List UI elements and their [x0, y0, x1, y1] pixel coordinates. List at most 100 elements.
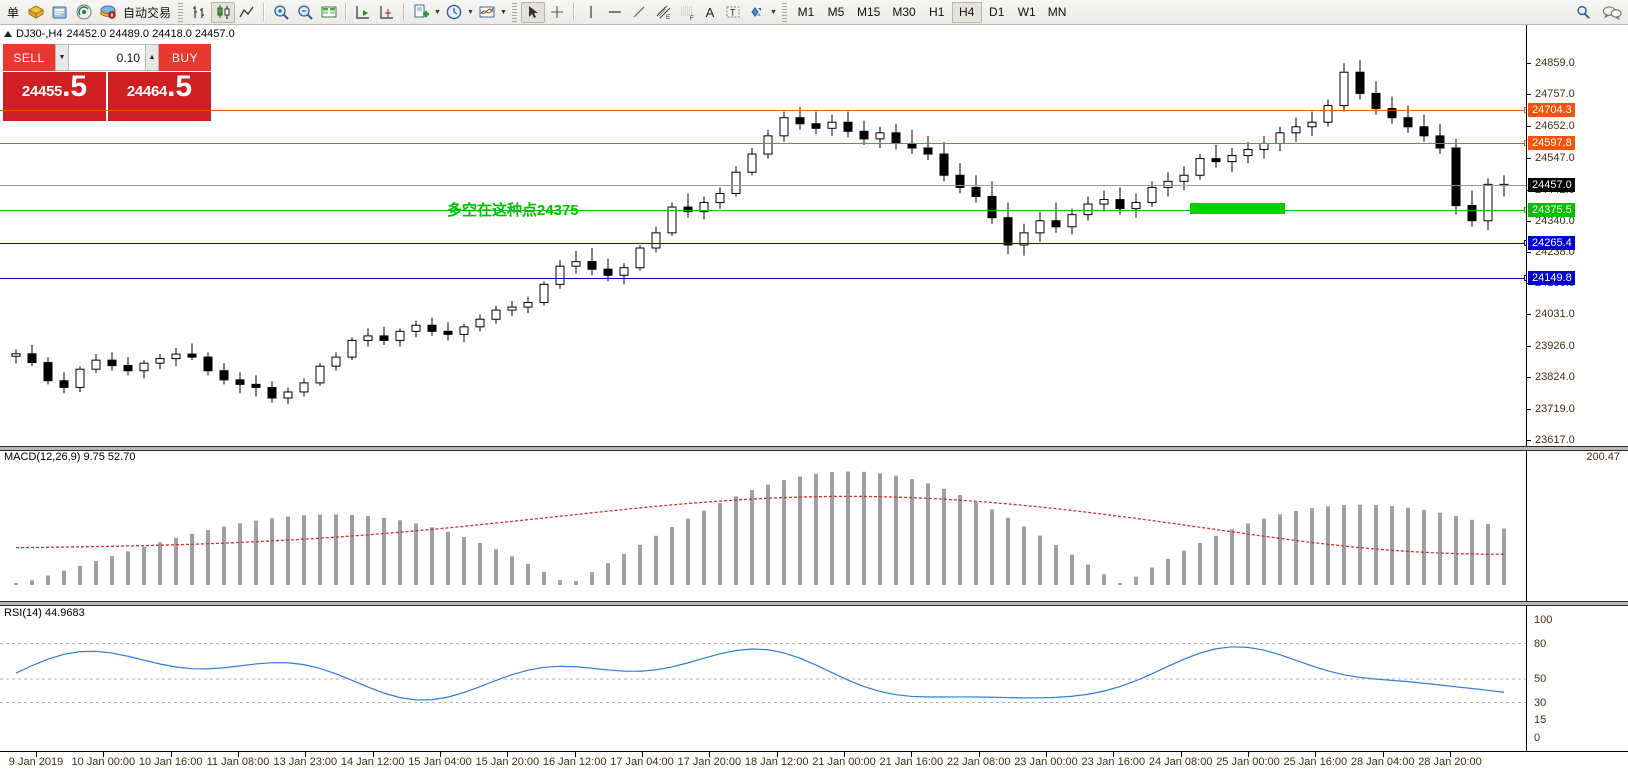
expert-advisor-icon[interactable] — [96, 2, 120, 23]
timeframe-m1[interactable]: M1 — [797, 5, 815, 19]
collapse-triangle-icon[interactable] — [4, 31, 12, 37]
new-chart-icon[interactable] — [409, 2, 433, 23]
news-icon[interactable] — [48, 2, 72, 23]
toolbar-grip[interactable] — [782, 2, 788, 22]
timeframe-m30[interactable]: M30 — [892, 5, 916, 19]
chart-shift-icon[interactable] — [375, 2, 399, 23]
timeframe-m15[interactable]: M15 — [857, 5, 881, 19]
fibonacci-icon[interactable]: F — [675, 2, 699, 23]
timeframe-h4[interactable]: H4 — [951, 1, 982, 23]
one-click-trading-panel[interactable]: SELL ▼ 0.10 ▲ BUY 24455 .5 24464 .5 — [3, 44, 211, 121]
price-level-tag-resistance[interactable]: 24704.3 — [1528, 103, 1575, 118]
time-axis-tick — [1450, 752, 1451, 757]
timeframe-w1[interactable]: W1 — [1017, 5, 1036, 19]
candlestick-chart-icon[interactable] — [211, 1, 236, 23]
price-level-line-support[interactable] — [0, 278, 1526, 280]
price-level-tag-resistance[interactable]: 24597.8 — [1528, 135, 1575, 150]
horizontal-line-icon[interactable] — [603, 2, 627, 23]
price-axis-tick — [1527, 63, 1531, 65]
period-clock-icon[interactable] — [442, 2, 466, 23]
price-level-tag-support[interactable]: 24375.5 — [1528, 202, 1575, 217]
svg-text:E: E — [666, 15, 670, 21]
timeframe-mn[interactable]: MN — [1047, 5, 1067, 19]
time-axis-label: 21 Jan 00:00 — [812, 756, 876, 768]
macd-pane-separator[interactable] — [0, 446, 1628, 451]
chat-icon[interactable] — [1602, 4, 1622, 21]
chart-ohlc: 24452.0 24489.0 24418.0 24457.0 — [66, 28, 235, 40]
order-icon[interactable]: 单 — [6, 5, 19, 20]
demand-zone-rectangle[interactable] — [1190, 203, 1285, 214]
volume-increment-button[interactable]: ▲ — [145, 44, 159, 71]
money-icon[interactable] — [24, 2, 48, 23]
main-toolbar: 单 自动交易 ▼ ▼ — [0, 0, 1628, 25]
price-level-line-resistance[interactable] — [0, 142, 1526, 144]
price-candles — [11, 60, 1509, 405]
rsi-axis-label: 0 — [1534, 732, 1541, 744]
equidistant-channel-icon[interactable]: E — [651, 2, 675, 23]
bar-chart-icon[interactable] — [187, 2, 211, 23]
price-axis-label: 24547.0 — [1535, 151, 1575, 164]
time-axis-tick — [1382, 752, 1384, 757]
text-box-icon[interactable]: T — [721, 2, 745, 23]
trendline-icon[interactable] — [627, 2, 651, 23]
sell-button[interactable]: SELL — [3, 44, 55, 71]
price-axis-tick — [1527, 439, 1531, 441]
zoom-out-icon[interactable] — [293, 2, 317, 23]
rsi-pane-separator[interactable] — [0, 601, 1628, 606]
line-chart-icon[interactable] — [235, 2, 259, 23]
text-label-icon[interactable]: A — [705, 4, 715, 20]
indicators-icon[interactable] — [475, 2, 499, 23]
time-axis[interactable]: 9 Jan 2019 10 Jan 00:00 10 Jan 16:00 11 Jan… — [0, 751, 1628, 774]
volume-decrement-button[interactable]: ▼ — [55, 44, 69, 71]
price-level-line-last-price[interactable] — [0, 185, 1526, 187]
time-axis-tick — [1180, 752, 1182, 757]
toolbar-grip[interactable] — [512, 2, 518, 22]
vertical-line-icon[interactable] — [579, 2, 603, 23]
time-axis-tick — [1248, 752, 1249, 757]
chevron-down-icon[interactable]: ▼ — [770, 8, 777, 16]
volume-input[interactable]: 0.10 — [69, 44, 145, 71]
toolbar-divider — [345, 3, 348, 21]
time-axis-label: 14 Jan 12:00 — [340, 756, 405, 768]
buy-price-integer: 24464 — [126, 83, 168, 100]
trade-panel-price-row: 24455 .5 24464 .5 — [3, 72, 211, 121]
timeframe-m5[interactable]: M5 — [827, 5, 845, 19]
price-axis[interactable]: 24859.024757.024652.024547.024442.024340… — [1526, 25, 1628, 751]
macd-label: MACD(12,26,9) 9.75 52.70 — [4, 451, 136, 463]
price-level-tag-support[interactable]: 24149.8 — [1528, 271, 1575, 286]
chevron-down-icon[interactable]: ▼ — [434, 8, 441, 16]
rsi-axis-label: 100 — [1534, 614, 1553, 626]
crosshair-icon[interactable] — [545, 2, 569, 23]
price-level-tag-support[interactable]: 24265.4 — [1528, 236, 1575, 251]
cursor-icon[interactable] — [521, 1, 546, 23]
time-axis-label: 16 Jan 12:00 — [542, 756, 607, 768]
time-axis-label: 15 Jan 04:00 — [408, 756, 472, 768]
buy-price[interactable]: 24464 .5 — [108, 72, 211, 121]
chevron-down-icon[interactable]: ▼ — [467, 8, 474, 16]
zoom-in-icon[interactable] — [269, 2, 293, 23]
search-icon[interactable] — [1575, 4, 1592, 21]
toolbar-grip[interactable] — [178, 2, 184, 22]
toolbar-divider — [403, 3, 406, 21]
timeframe-h1[interactable]: H1 — [929, 5, 945, 19]
sell-price[interactable]: 24455 .5 — [3, 72, 106, 121]
time-axis-label: 9 Jan 2019 — [8, 756, 64, 768]
chart-area[interactable]: DJ30-,H4 24452.0 24489.0 24418.0 24457.0… — [0, 25, 1628, 774]
shapes-icon[interactable] — [745, 2, 769, 23]
price-level-line-support[interactable] — [0, 243, 1526, 245]
data-window-icon[interactable] — [317, 2, 341, 23]
autotrade-button[interactable]: 自动交易 — [123, 5, 172, 20]
timeframe-d1[interactable]: D1 — [989, 5, 1005, 19]
signal-icon[interactable] — [72, 2, 96, 23]
price-level-line-resistance[interactable] — [0, 110, 1526, 112]
chart-annotation-text[interactable]: 多空在这种点24375 — [447, 202, 579, 219]
chevron-down-icon[interactable]: ▼ — [500, 8, 507, 16]
price-axis-label: 24340.0 — [1535, 214, 1575, 227]
time-axis-label: 11 Jan 08:00 — [206, 756, 270, 768]
price-level-tag-last-price[interactable]: 24457.0 — [1528, 178, 1575, 193]
price-level-line-support[interactable] — [0, 209, 1526, 211]
auto-scroll-icon[interactable] — [351, 2, 375, 23]
price-axis-label: 24652.0 — [1535, 120, 1575, 133]
time-axis-label: 10 Jan 16:00 — [138, 756, 203, 768]
buy-button[interactable]: BUY — [159, 44, 211, 71]
